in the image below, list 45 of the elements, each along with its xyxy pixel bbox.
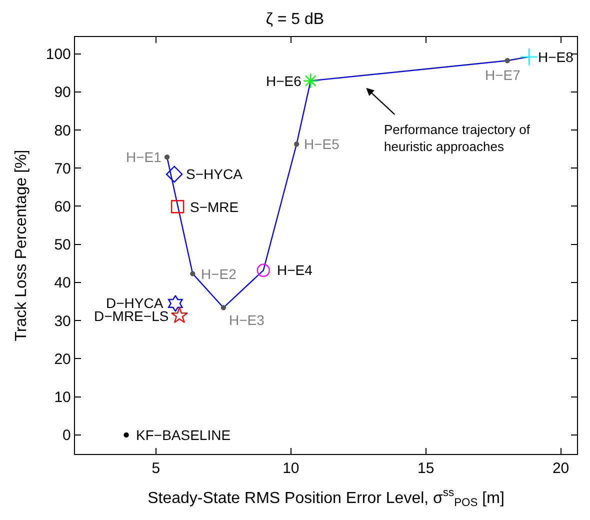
annotation: D−MRE−LS [94, 308, 169, 324]
y-tick-label: 90 [54, 84, 71, 102]
point [256, 264, 270, 277]
annotation: Performance trajectory of heuristic approaches [384, 122, 530, 154]
annotation: H−E1 [126, 149, 162, 165]
y-tick-label: 80 [54, 122, 71, 140]
annotation: H−E2 [201, 266, 237, 282]
annotation: S−MRE [190, 199, 239, 215]
annotation: KF−BASELINE [136, 427, 231, 443]
annotation: H−E6 [266, 73, 302, 89]
point [170, 306, 188, 324]
annotation: H−E4 [277, 262, 313, 278]
point [124, 432, 129, 438]
annotation: H−E5 [304, 136, 340, 152]
y-tick-label: 100 [46, 46, 71, 64]
point [520, 48, 538, 66]
point [168, 294, 183, 312]
point [164, 154, 170, 160]
y-tick-label: 30 [54, 312, 71, 330]
point [504, 58, 510, 64]
x-tick-label: 5 [152, 460, 160, 478]
point [190, 271, 196, 276]
y-tick-label: 40 [54, 274, 71, 292]
y-tick-label: 70 [54, 160, 71, 178]
x-tick-label: 15 [418, 460, 434, 478]
point [220, 305, 226, 310]
x-tick-label: 20 [552, 460, 570, 478]
point [166, 166, 183, 183]
y-tick-label: 60 [54, 198, 71, 216]
y-tick-label: 20 [54, 350, 71, 368]
annotation: D−HYCA [106, 295, 164, 311]
point [302, 73, 318, 89]
annotation: H−E3 [229, 312, 265, 328]
y-tick-label: 50 [54, 236, 71, 254]
x-tick-label: 10 [282, 460, 300, 478]
y-tick-label: 10 [54, 389, 71, 406]
point [294, 142, 300, 147]
annotation: S−HYCA [186, 166, 244, 182]
y-axis-title: Track Loss Percentage [%] [12, 150, 30, 342]
x-axis-title: Steady-State RMS Position Error Level, σ$^{ss}$$_{POS}$ [m] [148, 487, 504, 510]
annotation: H−E8 [538, 49, 574, 65]
annotation: H−E7 [485, 67, 521, 83]
y-tick-label: 0 [62, 427, 71, 444]
chart-title: ζ = 5 dB [266, 11, 324, 28]
point [170, 200, 184, 214]
